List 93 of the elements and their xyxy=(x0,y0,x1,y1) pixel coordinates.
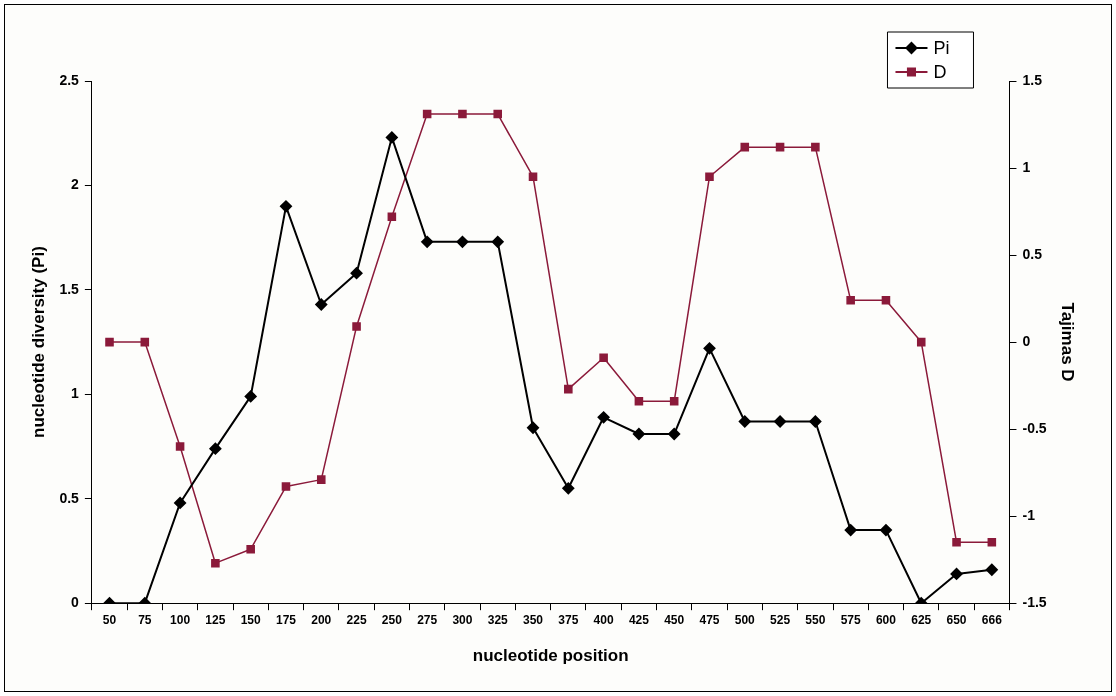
y2-tick-label: -1.5 xyxy=(1022,594,1047,611)
point xyxy=(491,235,504,248)
point xyxy=(774,415,787,428)
point xyxy=(597,411,610,424)
point xyxy=(809,415,822,428)
point xyxy=(811,142,820,152)
x-tick-label: 400 xyxy=(593,612,614,627)
x-tick-label: 50 xyxy=(102,612,117,627)
point xyxy=(705,172,714,182)
x-tick-label: 475 xyxy=(699,612,720,627)
legend-label: D xyxy=(933,61,947,82)
point xyxy=(352,322,361,331)
y-tick-label: 2.5 xyxy=(59,71,80,88)
x-tick-label: 550 xyxy=(805,612,826,627)
point xyxy=(422,109,432,119)
y2-tick-label: 1.5 xyxy=(1022,71,1043,88)
point xyxy=(879,524,892,537)
point xyxy=(527,421,540,434)
point xyxy=(952,537,961,547)
x-tick-label: 100 xyxy=(170,612,191,627)
point xyxy=(211,558,220,568)
x-tick-label: 525 xyxy=(770,612,791,627)
point xyxy=(846,296,855,305)
point xyxy=(881,296,891,305)
x-tick-label: 300 xyxy=(452,612,473,627)
y2-tick-label: 0.5 xyxy=(1022,245,1043,262)
x-tick-label: 600 xyxy=(875,612,897,627)
point xyxy=(385,131,398,144)
x-tick-label: 150 xyxy=(240,612,262,627)
point xyxy=(244,390,257,403)
x-tick-label: 250 xyxy=(381,612,403,627)
x-tick-label: 75 xyxy=(138,612,152,627)
point xyxy=(246,544,255,554)
point xyxy=(175,442,185,451)
point xyxy=(599,353,608,363)
point xyxy=(421,235,434,248)
point xyxy=(632,428,645,441)
x-tick-label: 650 xyxy=(946,612,967,627)
x-tick-label: 275 xyxy=(417,612,438,627)
x-tick-label: 125 xyxy=(205,612,226,627)
point xyxy=(985,563,998,576)
y-tick-label: 2 xyxy=(71,176,80,193)
y-axis-title: nucleotide diversity (Pi) xyxy=(28,246,48,438)
y2-tick-label: -1 xyxy=(1022,507,1036,524)
point xyxy=(174,496,187,509)
y2-tick-label: 1 xyxy=(1022,158,1031,175)
x-tick-label: 375 xyxy=(558,612,579,627)
point xyxy=(634,397,644,406)
point xyxy=(950,567,963,580)
point xyxy=(493,109,503,119)
point xyxy=(738,415,751,428)
y2-axis-title: Tajimas D xyxy=(1058,302,1078,382)
point xyxy=(316,475,326,484)
point xyxy=(528,172,538,182)
point xyxy=(775,142,785,152)
y2-tick-label: -0.5 xyxy=(1022,419,1047,436)
point xyxy=(315,298,328,311)
point xyxy=(456,235,469,248)
point xyxy=(916,337,926,347)
point xyxy=(703,342,716,355)
point xyxy=(562,482,575,495)
point xyxy=(987,537,997,547)
point xyxy=(105,337,114,347)
x-tick-label: 425 xyxy=(628,612,650,627)
legend-label: Pi xyxy=(933,37,950,58)
x-tick-label: 225 xyxy=(346,612,367,627)
y-tick-label: 1.5 xyxy=(59,280,80,297)
point xyxy=(387,212,397,222)
y-tick-label: 0.5 xyxy=(59,489,80,506)
point xyxy=(564,384,573,394)
point xyxy=(668,428,681,441)
x-tick-label: 575 xyxy=(840,612,861,627)
point xyxy=(350,267,363,280)
point xyxy=(140,337,150,347)
point xyxy=(844,524,857,537)
x-axis-title: nucleotide position xyxy=(472,646,629,666)
y2-tick-label: 0 xyxy=(1022,332,1031,349)
x-tick-label: 325 xyxy=(487,612,509,627)
point xyxy=(209,442,222,455)
x-tick-label: 175 xyxy=(275,612,297,627)
x-tick-label: 350 xyxy=(523,612,544,627)
y-tick-label: 1 xyxy=(71,385,80,402)
x-tick-label: 200 xyxy=(311,612,332,627)
x-tick-label: 625 xyxy=(911,612,932,627)
point xyxy=(281,482,291,491)
point xyxy=(669,397,679,406)
x-tick-label: 450 xyxy=(664,612,685,627)
x-tick-label: 500 xyxy=(734,612,756,627)
point xyxy=(458,109,467,119)
point xyxy=(740,142,750,152)
point xyxy=(279,200,292,213)
y-tick-label: 0 xyxy=(71,594,80,611)
x-tick-label: 666 xyxy=(981,612,1003,627)
